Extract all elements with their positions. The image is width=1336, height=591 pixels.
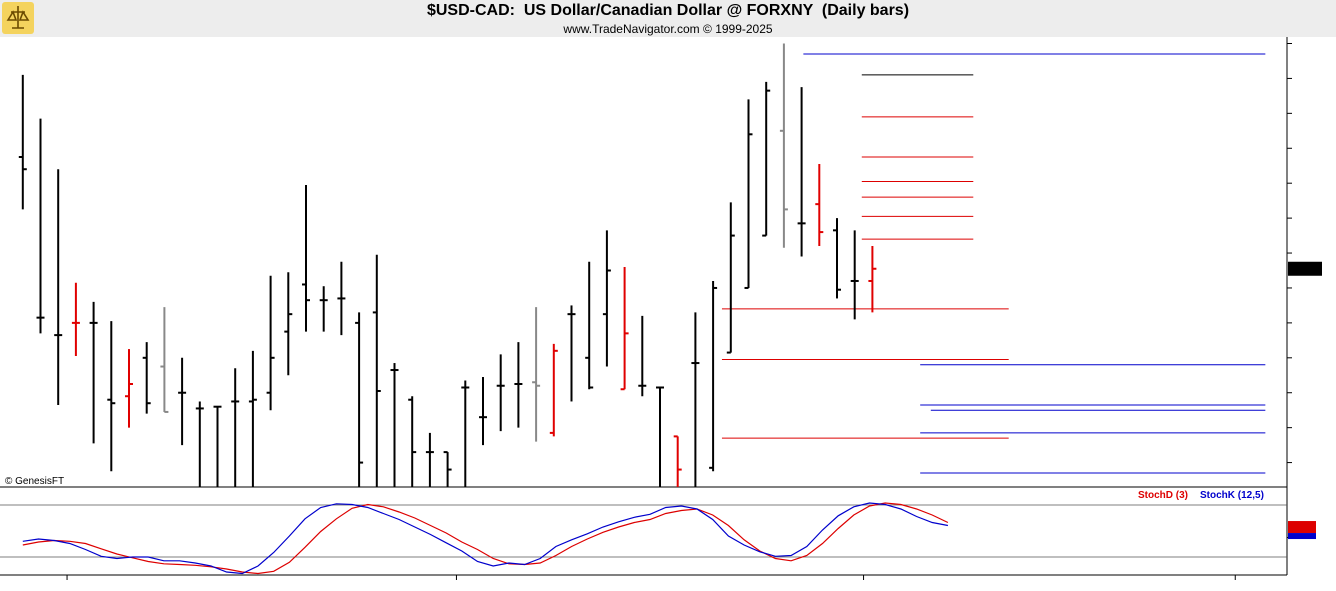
ohlc-bar bbox=[425, 432, 434, 487]
ohlc-bar bbox=[797, 87, 806, 257]
level-lines bbox=[721, 53, 1266, 474]
ohlc-bar bbox=[567, 305, 576, 402]
last-price-marker bbox=[1288, 261, 1322, 276]
ohlc-bar bbox=[302, 184, 310, 332]
ohlc-bar bbox=[319, 286, 328, 332]
ohlc-bar bbox=[673, 435, 682, 487]
stochk-last-marker bbox=[1288, 533, 1316, 540]
ohlc-bar bbox=[54, 169, 63, 405]
ohlc-bar bbox=[231, 368, 240, 487]
ohlc-bar bbox=[266, 275, 275, 411]
ohlc-bar bbox=[248, 350, 257, 487]
legend-stochd: StochD (3) bbox=[1138, 490, 1188, 501]
ohlc-bar bbox=[779, 43, 788, 248]
ohlc-bar bbox=[125, 349, 133, 428]
chart-header bbox=[0, 0, 1336, 37]
price-axis bbox=[1286, 37, 1322, 575]
stochastic-lines bbox=[22, 502, 1316, 575]
ohlc-bar bbox=[107, 321, 116, 472]
stochd-last-marker bbox=[1288, 521, 1316, 534]
ohlc-bar bbox=[71, 282, 80, 357]
ohlc-bar bbox=[620, 267, 629, 391]
ohlc-bar bbox=[656, 386, 664, 487]
time-axis bbox=[66, 575, 1236, 580]
ohlc-bar bbox=[284, 272, 293, 376]
ohlc-bar bbox=[337, 261, 346, 336]
ohlc-bar bbox=[850, 230, 859, 320]
stochastic-panel: StochD (3) StochK (12,5) bbox=[0, 490, 1287, 576]
ohlc-bar bbox=[372, 254, 381, 487]
stochk-line bbox=[22, 502, 949, 575]
price-panel-bg bbox=[0, 37, 1287, 487]
legend-stochk: StochK (12,5) bbox=[1200, 490, 1264, 501]
ohlc-bar bbox=[461, 380, 470, 487]
ohlc-bar bbox=[549, 343, 558, 437]
ohlc-bar bbox=[160, 307, 169, 413]
ohlc-bar bbox=[142, 342, 151, 414]
ohlc-bar bbox=[815, 163, 824, 247]
ohlc-bar bbox=[726, 202, 735, 354]
ohlc-bar bbox=[691, 312, 700, 487]
stochd-line bbox=[22, 502, 949, 575]
ohlc-bar bbox=[178, 357, 187, 446]
ohlc-bar bbox=[744, 99, 753, 289]
ohlc-bar bbox=[18, 74, 27, 210]
ohlc-bar bbox=[408, 396, 417, 487]
ohlc-bar bbox=[638, 315, 647, 397]
ohlc-bar bbox=[709, 280, 718, 472]
ohlc-bar bbox=[514, 342, 523, 428]
ohlc-bar bbox=[762, 81, 771, 237]
ohlc-bar bbox=[585, 261, 594, 390]
ohlc-bar bbox=[532, 307, 541, 442]
ohlc-bar bbox=[213, 405, 222, 487]
ohlc-bar bbox=[868, 246, 877, 313]
ohlc-bar bbox=[443, 451, 452, 487]
trade-navigator-logo-icon bbox=[2, 2, 34, 34]
ohlc-bar bbox=[36, 118, 45, 334]
chart-title: $USD-CAD: US Dollar/Canadian Dollar @ FO… bbox=[426, 2, 910, 19]
ohlc-bar bbox=[833, 218, 841, 299]
ohlc-bar bbox=[390, 363, 399, 487]
watermark: © GenesisFT bbox=[5, 476, 64, 487]
ohlc-bar bbox=[89, 301, 98, 444]
price-panel: © GenesisFT bbox=[0, 37, 1287, 488]
ohlc-bar bbox=[195, 401, 204, 487]
chart-subtitle: www.TradeNavigator.com © 1999-2025 bbox=[563, 22, 773, 36]
ohlc-bar bbox=[355, 312, 364, 487]
ohlc-bars bbox=[18, 43, 877, 487]
ohlc-bar bbox=[479, 377, 487, 446]
ohlc-bar bbox=[496, 354, 505, 432]
ohlc-bar bbox=[602, 230, 611, 367]
